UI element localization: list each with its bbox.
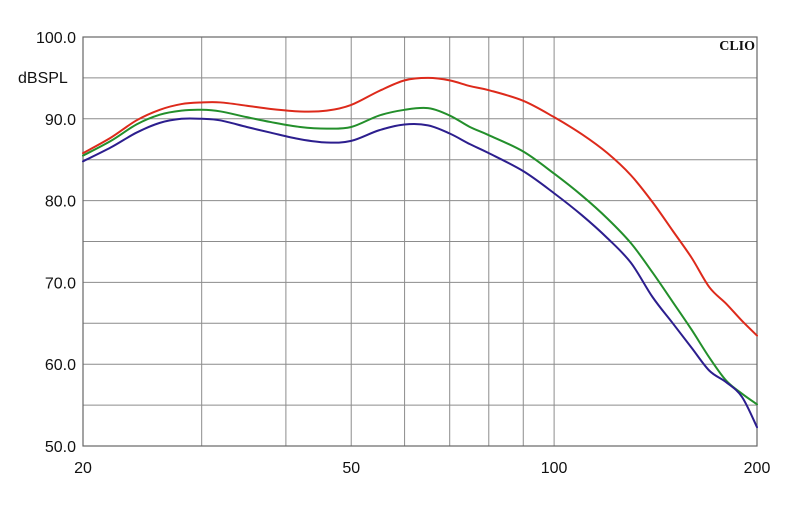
y-tick-label: 70.0 [45,275,76,292]
grid-layer [82,36,758,447]
plot-frame [82,36,758,447]
series-layer [82,76,758,429]
series-line-1 [82,76,758,337]
series-line-3 [82,117,758,429]
brand-label: CLIO [719,39,755,54]
y-axis-title: dBSPL [18,70,68,87]
axis-label-layer: 100.0 90.0 80.0 70.0 60.0 50.0 20 50 100 200 [36,30,770,477]
x-tick-label: 100 [541,460,568,477]
series-line-2 [82,106,758,406]
y-tick-label: 100.0 [36,30,76,47]
y-tick-label: 50.0 [45,439,76,456]
y-tick-label: 80.0 [45,194,76,211]
x-tick-label: 50 [342,460,360,477]
y-tick-label: 60.0 [45,357,76,374]
x-tick-label: 200 [744,460,771,477]
x-tick-label: 20 [74,460,92,477]
y-tick-label: 90.0 [45,112,76,129]
